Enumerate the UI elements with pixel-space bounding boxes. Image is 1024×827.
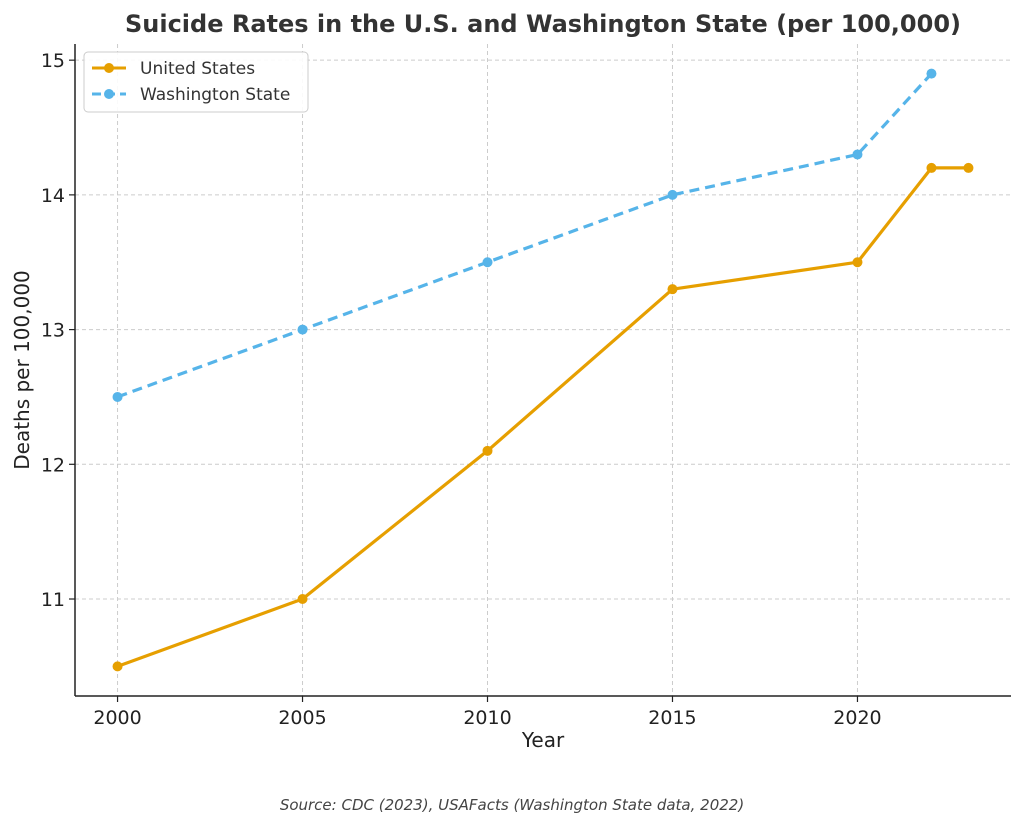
y-tick-label: 13 — [41, 320, 65, 342]
x-tick-label: 2015 — [648, 707, 696, 729]
source-note: Source: CDC (2023), USAFacts (Washington… — [280, 796, 744, 814]
data-point-united-states — [112, 661, 123, 672]
legend-marker-united-states — [104, 63, 114, 73]
series — [112, 68, 974, 672]
data-point-washington-state — [482, 257, 493, 268]
legend-box — [83, 51, 309, 113]
x-tick-label: 2010 — [463, 707, 511, 729]
x-tick-label: 2020 — [833, 707, 881, 729]
data-point-washington-state — [852, 149, 863, 160]
data-point-washington-state — [112, 391, 123, 402]
grid — [75, 44, 1011, 696]
data-point-washington-state — [667, 189, 678, 200]
data-point-united-states — [667, 284, 678, 295]
data-point-united-states — [963, 162, 974, 173]
data-point-washington-state — [926, 68, 937, 79]
y-tick-label: 15 — [41, 50, 65, 72]
x-tick-label: 2005 — [278, 707, 326, 729]
y-tick-label: 14 — [41, 185, 65, 207]
axes — [74, 44, 1011, 697]
legend-marker-washington-state — [104, 89, 114, 99]
chart-title: Suicide Rates in the U.S. and Washington… — [125, 10, 961, 38]
y-tick-label: 11 — [41, 589, 65, 611]
x-axis-ticks: 2000 2005 2010 2015 2020 — [93, 696, 882, 729]
legend-label-washington-state: Washington State — [140, 85, 290, 105]
data-point-washington-state — [297, 324, 308, 335]
y-axis-label: Deaths per 100,000 — [10, 270, 34, 470]
data-point-united-states — [926, 162, 937, 173]
data-point-united-states — [852, 257, 863, 268]
y-axis-ticks: 11 12 13 14 15 — [41, 50, 75, 611]
legend-label-united-states: United States — [140, 59, 255, 79]
y-tick-label: 12 — [41, 454, 65, 476]
x-axis-label: Year — [521, 728, 565, 752]
x-tick-label: 2000 — [93, 707, 141, 729]
data-point-united-states — [482, 445, 493, 456]
data-point-united-states — [297, 594, 308, 605]
legend: United States Washington State — [83, 51, 309, 113]
series-line-washington-state — [116, 72, 933, 399]
